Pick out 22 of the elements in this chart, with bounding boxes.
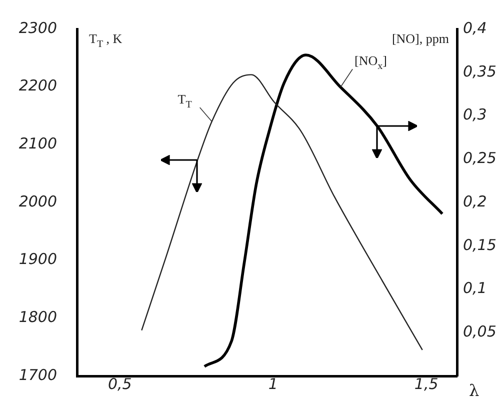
y-tick-label: 1800 — [18, 308, 57, 326]
y-tick-label: 2200 — [18, 76, 57, 95]
y2-axis-title: [NO], ppm — [392, 31, 449, 46]
x-tick-label: 1,5 — [414, 374, 438, 393]
y-tick-label: 2300 — [18, 18, 57, 37]
x-axis-title: λ — [469, 381, 480, 400]
line-series — [141, 74, 423, 351]
y2-tick-label: 0,1 — [463, 279, 487, 298]
line-series — [203, 54, 444, 368]
y2-tick-label: 0,05 — [463, 322, 496, 341]
y2-tick-label: 0,4 — [463, 18, 487, 37]
y2-tick-label: 0,3 — [463, 106, 487, 124]
y2-tick-label: 0,15 — [463, 236, 496, 254]
y-tick-label: 1900 — [18, 250, 57, 268]
y2-tick-label: 0,35 — [463, 62, 496, 80]
x-tick-label: 1 — [268, 374, 278, 393]
y2-tick-label: 0,2 — [463, 192, 487, 210]
y2-tick-label: 0,25 — [463, 149, 496, 168]
y-tick-label: 2000 — [18, 192, 57, 210]
x-tick-label: 0,5 — [108, 374, 132, 393]
y-tick-label: 1700 — [18, 366, 57, 384]
y-tick-label: 2100 — [18, 134, 57, 153]
